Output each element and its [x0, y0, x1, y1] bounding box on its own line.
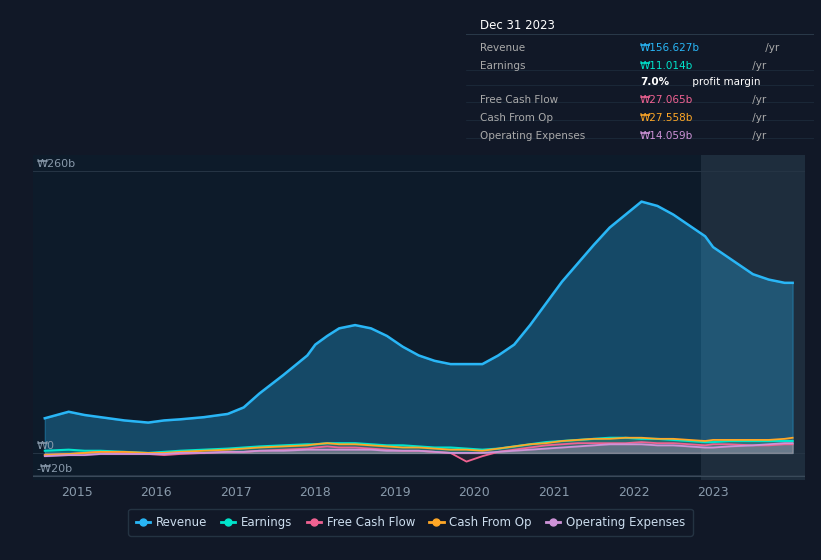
- Text: profit margin: profit margin: [689, 77, 760, 87]
- Text: /yr: /yr: [750, 62, 767, 71]
- Text: -₩20b: -₩20b: [37, 464, 73, 474]
- Text: ₩260b: ₩260b: [37, 159, 76, 169]
- Text: ₩156.627b: ₩156.627b: [640, 44, 700, 53]
- Bar: [701, 155, 805, 480]
- Text: 7.0%: 7.0%: [640, 77, 669, 87]
- Text: Revenue: Revenue: [480, 44, 525, 53]
- Text: ₩11.014b: ₩11.014b: [640, 62, 693, 71]
- Text: /yr: /yr: [763, 44, 780, 53]
- Text: Operating Expenses: Operating Expenses: [480, 132, 585, 142]
- Text: ₩14.059b: ₩14.059b: [640, 132, 693, 142]
- Text: ₩0: ₩0: [37, 441, 55, 451]
- Text: ₩27.558b: ₩27.558b: [640, 113, 694, 123]
- Text: Free Cash Flow: Free Cash Flow: [480, 95, 558, 105]
- Text: Earnings: Earnings: [480, 62, 525, 71]
- Text: ₩27.065b: ₩27.065b: [640, 95, 693, 105]
- Text: /yr: /yr: [750, 95, 767, 105]
- Text: Cash From Op: Cash From Op: [480, 113, 553, 123]
- Text: Dec 31 2023: Dec 31 2023: [480, 19, 555, 32]
- Text: /yr: /yr: [750, 113, 767, 123]
- Legend: Revenue, Earnings, Free Cash Flow, Cash From Op, Operating Expenses: Revenue, Earnings, Free Cash Flow, Cash …: [128, 508, 693, 536]
- Text: /yr: /yr: [750, 132, 767, 142]
